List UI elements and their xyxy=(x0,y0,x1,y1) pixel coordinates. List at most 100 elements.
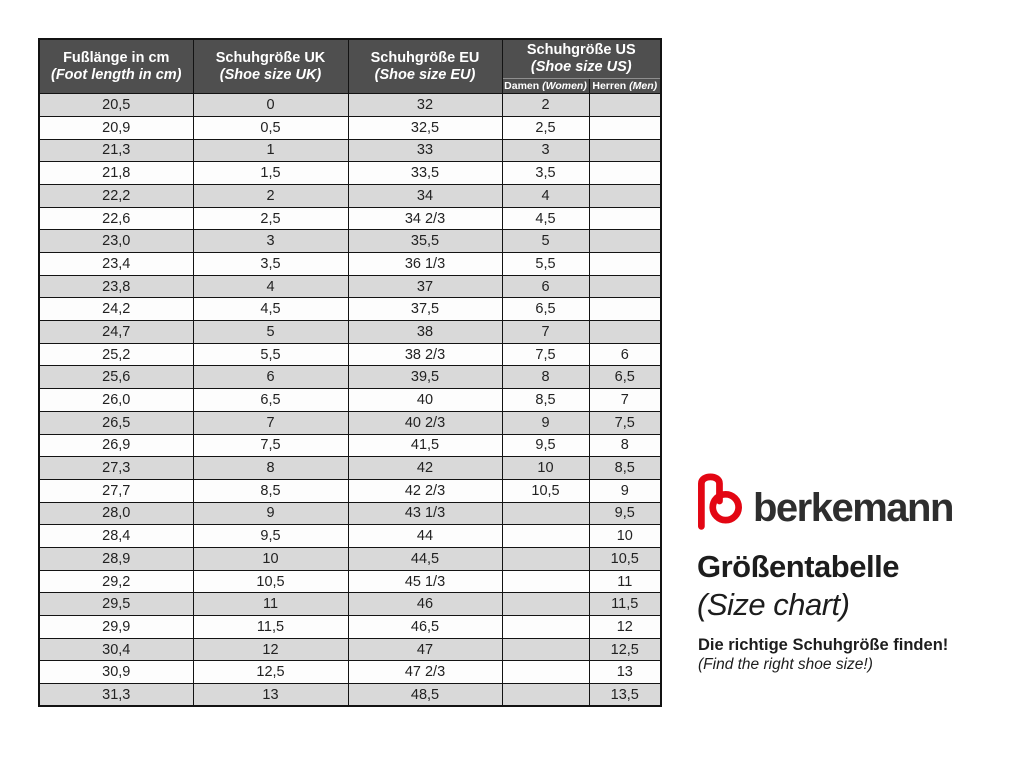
table-cell: 9,5 xyxy=(501,433,590,458)
header-label-de: Fußlänge in cm xyxy=(63,49,170,66)
table-cell xyxy=(588,274,662,299)
table-row: 28,4 9,5 44 10 xyxy=(38,524,662,548)
table-cell: 5,5 xyxy=(192,342,349,367)
table-cell xyxy=(588,115,662,140)
table-cell: 41,5 xyxy=(347,433,503,458)
table-cell: 38 xyxy=(347,320,503,344)
table-cell: 22,2 xyxy=(38,183,194,208)
page-title-en: (Size chart) xyxy=(697,587,850,622)
table-cell: 34 2/3 xyxy=(347,206,503,231)
table-cell: 48,5 xyxy=(347,683,503,707)
header-label-en: (Shoe size UK) xyxy=(219,66,322,83)
table-cell xyxy=(501,660,590,685)
table-cell: 24,2 xyxy=(38,297,194,322)
table-cell: 29,9 xyxy=(38,615,194,639)
page-title-de: Größentabelle xyxy=(697,549,899,584)
table-cell: 47 2/3 xyxy=(347,660,503,685)
table-cell xyxy=(588,138,662,163)
table-row: 23,4 3,5 36 1/3 5,5 xyxy=(38,252,662,276)
table-cell: 46,5 xyxy=(347,615,503,639)
table-cell: 9 xyxy=(588,478,662,503)
table-cell: 2,5 xyxy=(192,206,349,231)
table-cell: 25,2 xyxy=(38,342,194,367)
table-cell: 6 xyxy=(501,274,590,299)
subheader-label-en: (Men) xyxy=(629,79,658,92)
subcolumn-header-us-men: Herren (Men) xyxy=(588,78,662,95)
table-cell: 13,5 xyxy=(588,683,662,707)
table-cell xyxy=(501,683,590,707)
table-cell: 10 xyxy=(588,524,662,548)
table-cell: 11 xyxy=(588,569,662,594)
table-cell: 5 xyxy=(192,320,349,344)
subheader-label-de: Herren xyxy=(592,79,627,92)
table-row: 23,0 3 35,5 5 xyxy=(38,229,662,254)
table-cell: 11,5 xyxy=(588,592,662,617)
table-cell xyxy=(588,252,662,276)
table-cell: 28,4 xyxy=(38,524,194,548)
table-cell xyxy=(588,93,662,117)
table-cell: 30,4 xyxy=(38,637,194,662)
table-row: 31,3 13 48,5 13,5 xyxy=(38,683,662,707)
table-cell xyxy=(501,569,590,594)
subcolumn-header-us-women: Damen (Women) xyxy=(501,78,590,95)
table-cell: 37 xyxy=(347,274,503,299)
table-row: 26,9 7,5 41,5 9,5 8 xyxy=(38,433,662,458)
table-row: 23,8 4 37 6 xyxy=(38,274,662,299)
table-cell: 47 xyxy=(347,637,503,662)
table-cell: 20,9 xyxy=(38,115,194,140)
table-cell: 3 xyxy=(501,138,590,163)
table-cell: 6,5 xyxy=(588,365,662,390)
table-row: 27,3 8 42 10 8,5 xyxy=(38,456,662,480)
header-label-de: Schuhgröße US xyxy=(526,42,636,58)
table-cell: 42 2/3 xyxy=(347,478,503,503)
table-cell: 6,5 xyxy=(501,297,590,322)
table-row: 21,8 1,5 33,5 3,5 xyxy=(38,161,662,185)
table-cell: 26,0 xyxy=(38,388,194,412)
table-cell: 37,5 xyxy=(347,297,503,322)
table-row: 30,9 12,5 47 2/3 13 xyxy=(38,660,662,685)
subheader-label-de: Damen xyxy=(504,79,540,92)
table-cell xyxy=(501,592,590,617)
berkemann-logo-icon xyxy=(698,473,742,530)
table-row: 24,7 5 38 7 xyxy=(38,320,662,344)
table-cell: 30,9 xyxy=(38,660,194,685)
table-cell: 40 xyxy=(347,388,503,412)
table-cell: 4 xyxy=(501,183,590,208)
table-row: 21,3 1 33 3 xyxy=(38,138,662,163)
table-cell: 44 xyxy=(347,524,503,548)
table-cell: 36 1/3 xyxy=(347,252,503,276)
table-cell: 5,5 xyxy=(501,252,590,276)
table-row: 29,5 11 46 11,5 xyxy=(38,592,662,617)
table-cell: 8 xyxy=(501,365,590,390)
table-cell: 6,5 xyxy=(192,388,349,412)
table-header: Fußlänge in cm (Foot length in cm) Schuh… xyxy=(38,38,662,95)
table-cell: 26,5 xyxy=(38,410,194,435)
column-header-uk: Schuhgröße UK (Shoe size UK) xyxy=(192,38,349,95)
subheader-label-en: (Women) xyxy=(542,79,587,92)
table-cell: 33 xyxy=(347,138,503,163)
table-cell: 22,6 xyxy=(38,206,194,231)
table-cell xyxy=(588,161,662,185)
header-label-en: (Shoe size EU) xyxy=(374,66,476,83)
table-cell: 23,8 xyxy=(38,274,194,299)
table-cell: 23,0 xyxy=(38,229,194,254)
table-row: 29,9 11,5 46,5 12 xyxy=(38,615,662,639)
table-cell: 3,5 xyxy=(192,252,349,276)
table-cell: 7,5 xyxy=(501,342,590,367)
table-cell: 25,6 xyxy=(38,365,194,390)
column-header-eu: Schuhgröße EU (Shoe size EU) xyxy=(347,38,503,95)
table-cell: 6 xyxy=(192,365,349,390)
table-cell xyxy=(588,183,662,208)
table-cell: 10,5 xyxy=(588,546,662,571)
table-cell: 13 xyxy=(588,660,662,685)
table-row: 26,5 7 40 2/3 9 7,5 xyxy=(38,410,662,435)
table-row: 28,0 9 43 1/3 9,5 xyxy=(38,501,662,526)
table-cell: 4,5 xyxy=(501,206,590,231)
table-cell: 29,5 xyxy=(38,592,194,617)
table-cell: 45 1/3 xyxy=(347,569,503,594)
table-cell: 8 xyxy=(588,433,662,458)
table-cell: 27,3 xyxy=(38,456,194,480)
table-cell: 12 xyxy=(192,637,349,662)
table-cell: 40 2/3 xyxy=(347,410,503,435)
